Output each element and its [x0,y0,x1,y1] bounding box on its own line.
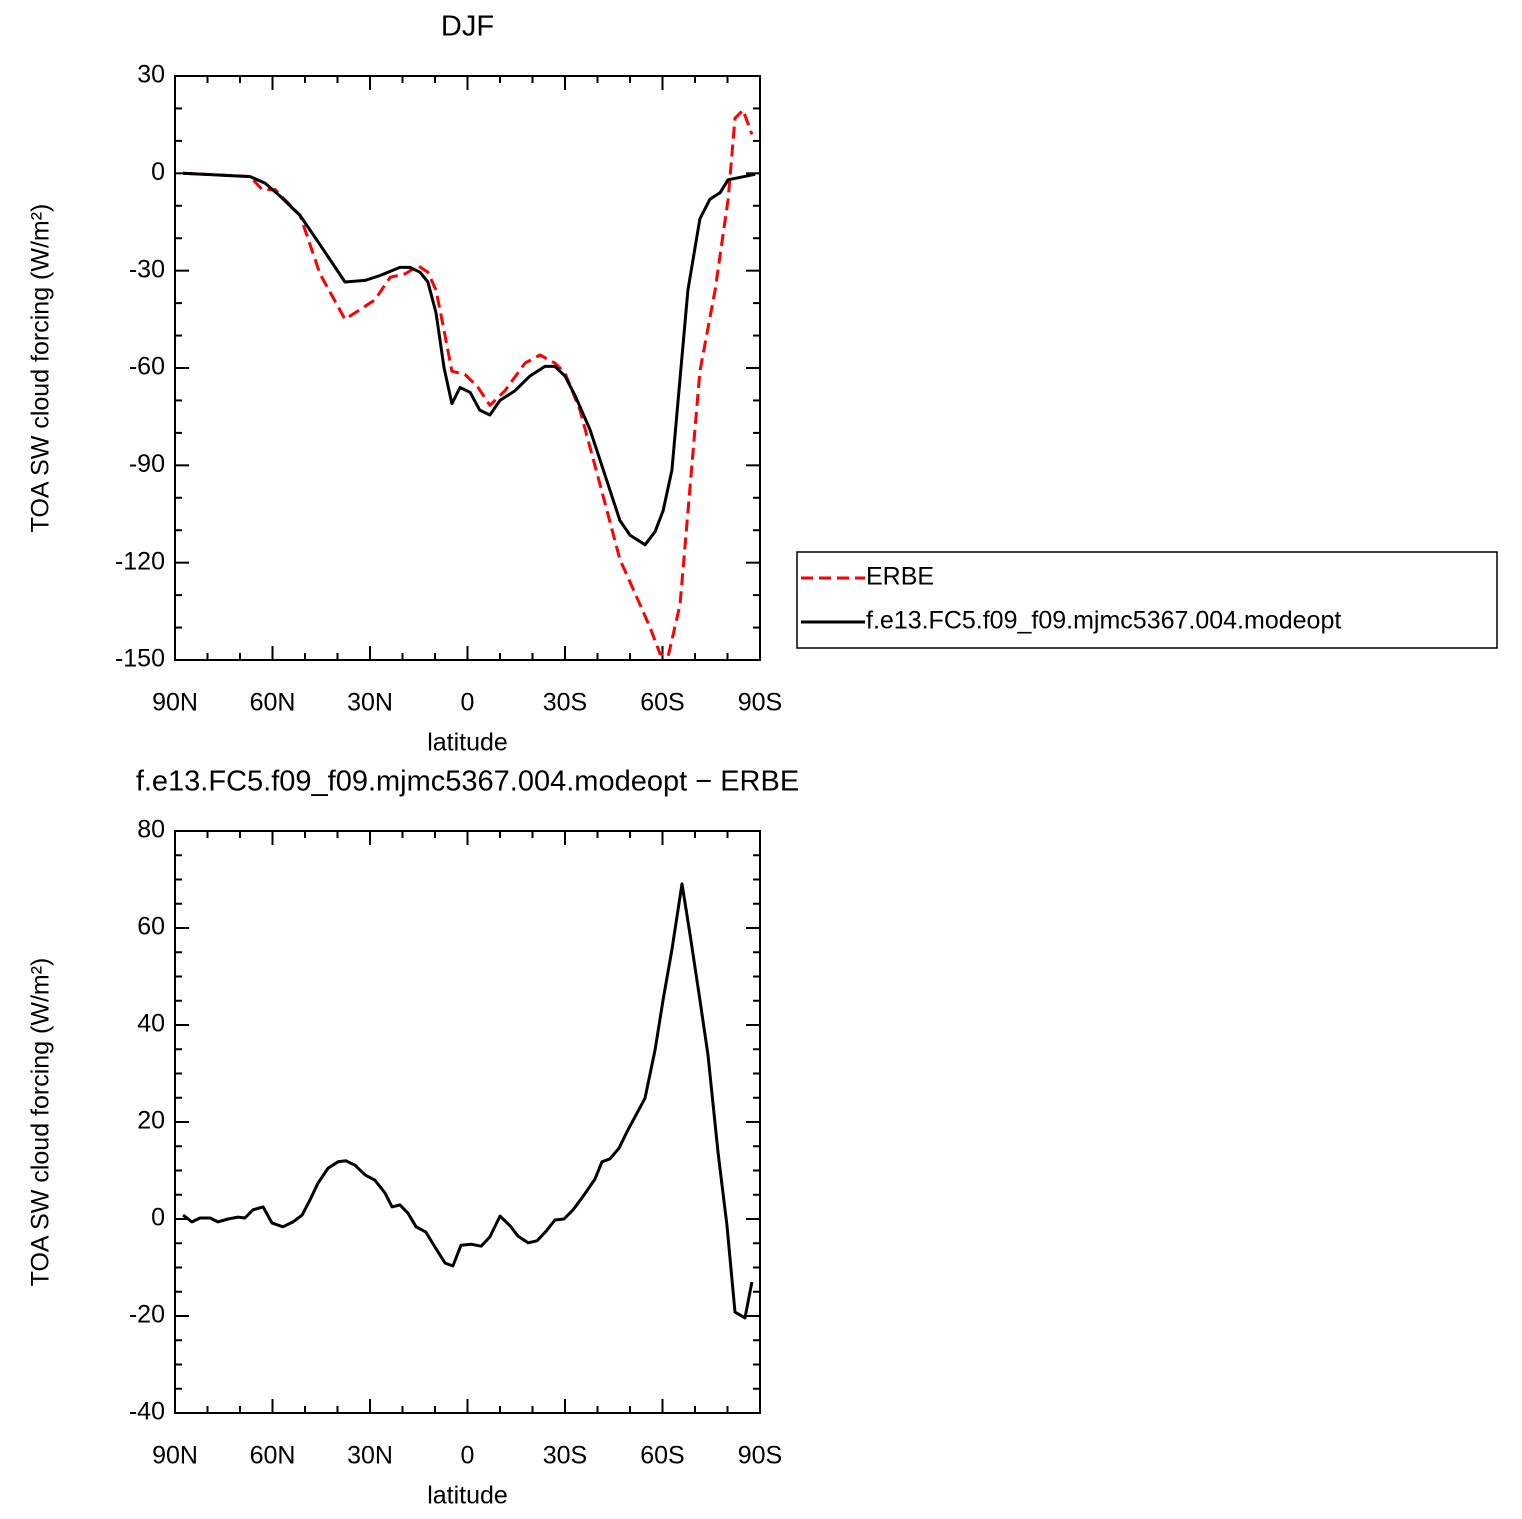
x-tick-label: 0 [461,689,475,717]
legend-label: f.e13.FC5.f09_f09.mjmc5367.004.modeopt [866,607,1341,635]
y-tick-label: -60 [129,353,165,381]
data-line [183,171,756,547]
y-tick-label: -150 [115,645,165,673]
y-tick-label: 60 [137,913,165,941]
x-tick-label: 90N [152,1442,198,1470]
x-tick-label: 30N [347,689,393,717]
chart-title: DJF [441,11,494,43]
y-tick-label: -30 [129,255,165,283]
chart-title: f.e13.FC5.f09_f09.mjmc5367.004.modeopt −… [136,766,799,798]
x-tick-label: 90S [738,689,782,717]
x-tick-label: 30N [347,1442,393,1470]
x-tick-label: 60N [250,689,296,717]
y-tick-label: 80 [137,816,165,844]
x-tick-label: 60N [250,1442,296,1470]
x-tick-label: 60S [640,1442,684,1470]
plot-frame [174,830,761,1414]
x-tick-label: 90N [152,689,198,717]
x-tick-label: 30S [543,1442,587,1470]
y-tick-label: -90 [129,450,165,478]
legend-label: ERBE [866,563,934,591]
x-tick-label: 30S [543,689,587,717]
legend-box [796,551,1498,649]
legend: ERBE f.e13.FC5.f09_f09.mjmc5367.004.modeo… [796,551,1498,649]
data-line [182,882,754,1320]
y-axis-label: TOA SW cloud forcing (W/m²) [27,204,55,533]
y-tick-label: -20 [129,1301,165,1329]
y-tick-label: -40 [129,1398,165,1426]
plot-frame [174,75,761,661]
y-tick-label: 40 [137,1010,165,1038]
y-tick-label: 30 [137,61,165,89]
data-line [183,108,754,659]
x-axis-label: latitude [427,1482,508,1510]
y-tick-label: 0 [151,158,165,186]
y-tick-label: 20 [137,1107,165,1135]
y-tick-label: 0 [151,1204,165,1232]
x-tick-label: 60S [640,689,684,717]
y-tick-label: -120 [115,547,165,575]
y-axis-label: TOA SW cloud forcing (W/m²) [27,958,55,1287]
x-axis-label: latitude [427,729,508,757]
x-tick-label: 90S [738,1442,782,1470]
x-tick-label: 0 [461,1442,475,1470]
